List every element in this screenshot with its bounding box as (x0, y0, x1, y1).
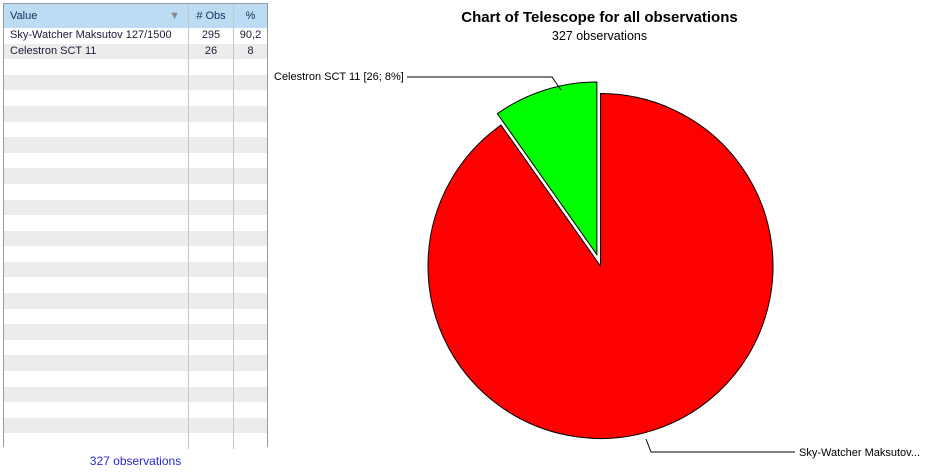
svg-text:Sky-Watcher Maksutov...: Sky-Watcher Maksutov... (799, 447, 920, 459)
svg-text:Celestron SCT 11 [26; 8%]: Celestron SCT 11 [26; 8%] (274, 71, 404, 83)
